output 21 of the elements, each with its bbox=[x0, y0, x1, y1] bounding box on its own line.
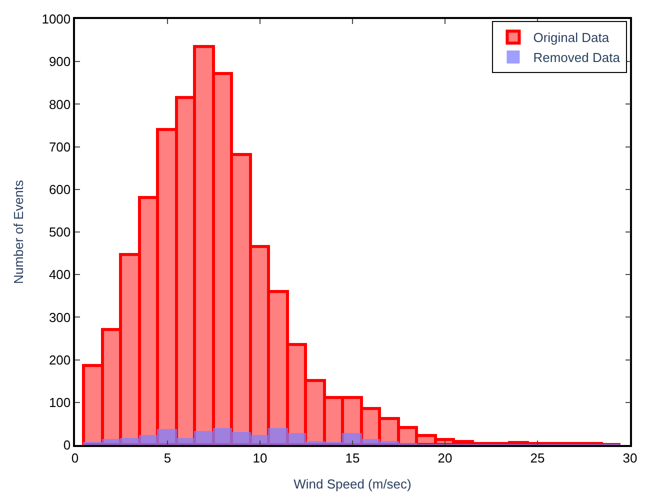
x-tick-label: 25 bbox=[530, 450, 545, 466]
y-tick-label: 0 bbox=[63, 438, 71, 453]
legend-label: Removed Data bbox=[533, 50, 621, 66]
y-tick-label: 800 bbox=[48, 96, 71, 112]
x-axis-title: Wind Speed (m/sec) bbox=[294, 476, 412, 492]
y-tick-label: 100 bbox=[48, 394, 71, 410]
y-tick-label: 300 bbox=[48, 310, 71, 325]
x-tick-label: 10 bbox=[252, 450, 268, 466]
legend-label: Original Data bbox=[533, 30, 610, 46]
y-tick-label: 200 bbox=[48, 352, 71, 368]
x-tick-label: 30 bbox=[622, 450, 638, 466]
y-tick-label: 400 bbox=[48, 267, 71, 282]
y-tick-label: 1000 bbox=[42, 12, 71, 27]
y-tick-label: 900 bbox=[48, 54, 71, 70]
y-tick-label: 700 bbox=[48, 139, 71, 154]
y-tick-label: 500 bbox=[48, 224, 71, 240]
y-axis-title: Number of Events bbox=[11, 179, 26, 284]
x-tick-label: 5 bbox=[164, 450, 172, 466]
y-tick-label: 600 bbox=[48, 182, 71, 197]
x-tick-label: 15 bbox=[345, 450, 360, 466]
x-tick-label: 20 bbox=[438, 450, 452, 466]
